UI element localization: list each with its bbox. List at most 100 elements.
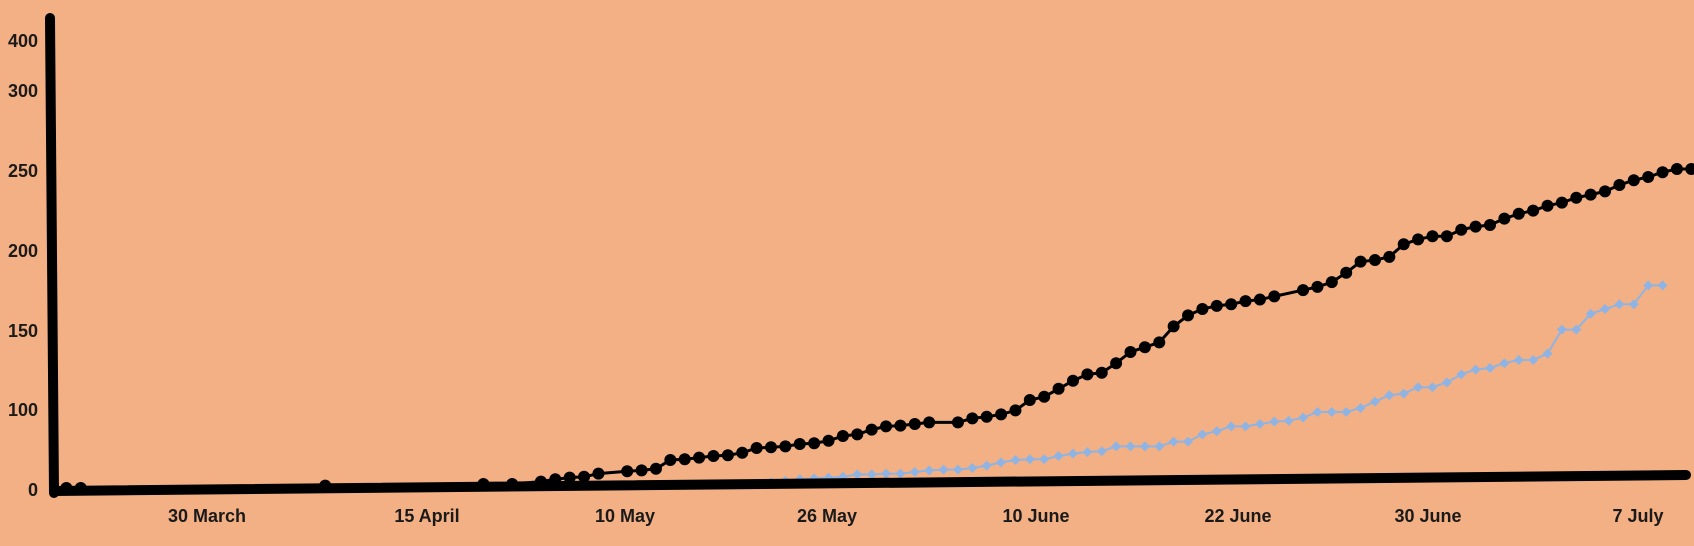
y-tick-label: 200 [8, 241, 38, 261]
series-black-point [1512, 207, 1525, 220]
series-black-point [1383, 250, 1396, 263]
series-black-point [1584, 188, 1597, 201]
series-black-point [995, 408, 1008, 421]
series-black-point [664, 454, 677, 466]
series-black-point [1239, 295, 1252, 308]
series-black-point [1498, 212, 1511, 225]
series-black-point [1627, 174, 1640, 187]
series-black-point [635, 464, 648, 477]
series-black-point [808, 437, 821, 450]
series-blue-point [1082, 447, 1093, 457]
series-blue-point [852, 469, 863, 480]
series-black-point [578, 470, 591, 483]
series-black-point [1570, 191, 1583, 204]
series-black-point [1412, 233, 1425, 246]
series-black-point [1354, 255, 1367, 268]
series-black-point [779, 440, 792, 453]
series-black-point [951, 416, 964, 429]
y-tick-label: 300 [8, 81, 38, 101]
series-black-point [1599, 185, 1612, 198]
series-black-point [1340, 266, 1353, 279]
series-blue-point [1470, 364, 1481, 375]
y-tick-label: 400 [8, 31, 38, 51]
x-tick-label: 10 May [595, 506, 655, 526]
series-blue-point [1657, 280, 1668, 291]
y-axis-tick-labels: 400 300 250 200 150 100 0 [8, 31, 38, 500]
series-blue-point [1355, 403, 1366, 413]
plot-area [60, 163, 1694, 494]
series-blue-point [1571, 324, 1582, 335]
series-black-point [1484, 219, 1496, 231]
series-blue-point [1154, 441, 1165, 452]
series-black-point [1527, 204, 1540, 217]
series-blue-point [866, 469, 877, 480]
series-blue-point [1528, 355, 1539, 365]
series-blue-point [1053, 451, 1064, 461]
series-black-point [1210, 299, 1223, 312]
x-tick-label: 30 March [168, 506, 246, 526]
x-tick-label: 26 May [797, 506, 857, 526]
series-blue-point [996, 457, 1007, 468]
series-black-point [923, 416, 936, 429]
series-blue-point [1298, 412, 1309, 423]
series-black-point [1167, 320, 1180, 333]
series-black-point [822, 434, 835, 447]
series-black-point [836, 430, 849, 442]
series-black-point [693, 451, 706, 464]
series-black-point [1253, 293, 1266, 306]
series-black-point [894, 419, 907, 432]
series-blue-point [1427, 382, 1438, 393]
series-blue-point [1384, 390, 1395, 401]
x-axis-tick-labels: 30 March 15 April 10 May 26 May 10 June … [168, 506, 1664, 526]
series-blue-point [1226, 421, 1237, 432]
series-black-point [1009, 404, 1022, 417]
series-black-point [1469, 220, 1482, 233]
x-axis-line [49, 470, 1691, 496]
series-black-point [1397, 238, 1410, 251]
series-blue-point [1269, 416, 1280, 427]
x-tick-label: 7 July [1612, 506, 1663, 526]
series-blue-point [938, 464, 949, 475]
series-blue-point [1096, 446, 1107, 457]
series-black-line [66, 163, 1694, 490]
series-black-point [1110, 357, 1123, 370]
series-blue-point [1542, 348, 1553, 359]
series-blue-point [1168, 436, 1179, 447]
series-black-point [1196, 303, 1209, 316]
series-black-point [880, 420, 893, 433]
series-blue-point [1326, 407, 1337, 417]
series-blue-point [1413, 382, 1424, 393]
series-black-point [736, 446, 749, 459]
y-tick-label: 0 [28, 480, 38, 500]
series-blue-point [1312, 407, 1323, 417]
axes [45, 13, 1691, 498]
series-black-point [851, 428, 864, 441]
y-tick-label: 150 [8, 321, 38, 341]
series-black-point [1297, 284, 1310, 297]
series-blue-point [1398, 388, 1409, 399]
series-blue-line [756, 284, 1663, 485]
series-black-point [1052, 382, 1065, 395]
series-blue-point [1456, 369, 1467, 380]
series-black-point [707, 450, 720, 462]
x-tick-label: 10 June [1002, 506, 1069, 526]
series-black-point [1153, 336, 1166, 349]
series-blue-point [1240, 421, 1251, 432]
series-black-point [1613, 179, 1626, 191]
series-black-point [592, 467, 605, 480]
series-black-point [1268, 290, 1281, 303]
series-blue-point [895, 468, 906, 479]
series-black-point [1081, 368, 1094, 381]
series-black-point [765, 441, 777, 454]
y-tick-label: 100 [8, 400, 38, 420]
series-black-point [1225, 298, 1238, 311]
series-blue-point [967, 463, 978, 473]
series-black-point [1670, 163, 1683, 175]
series-black-point [1325, 276, 1338, 289]
series-black-point [980, 410, 993, 423]
series-blue-point [981, 460, 992, 471]
series-black-point [1095, 366, 1108, 379]
series-blue-point [1139, 441, 1150, 452]
series-blue-point [881, 468, 892, 479]
series-black-point [908, 418, 921, 430]
